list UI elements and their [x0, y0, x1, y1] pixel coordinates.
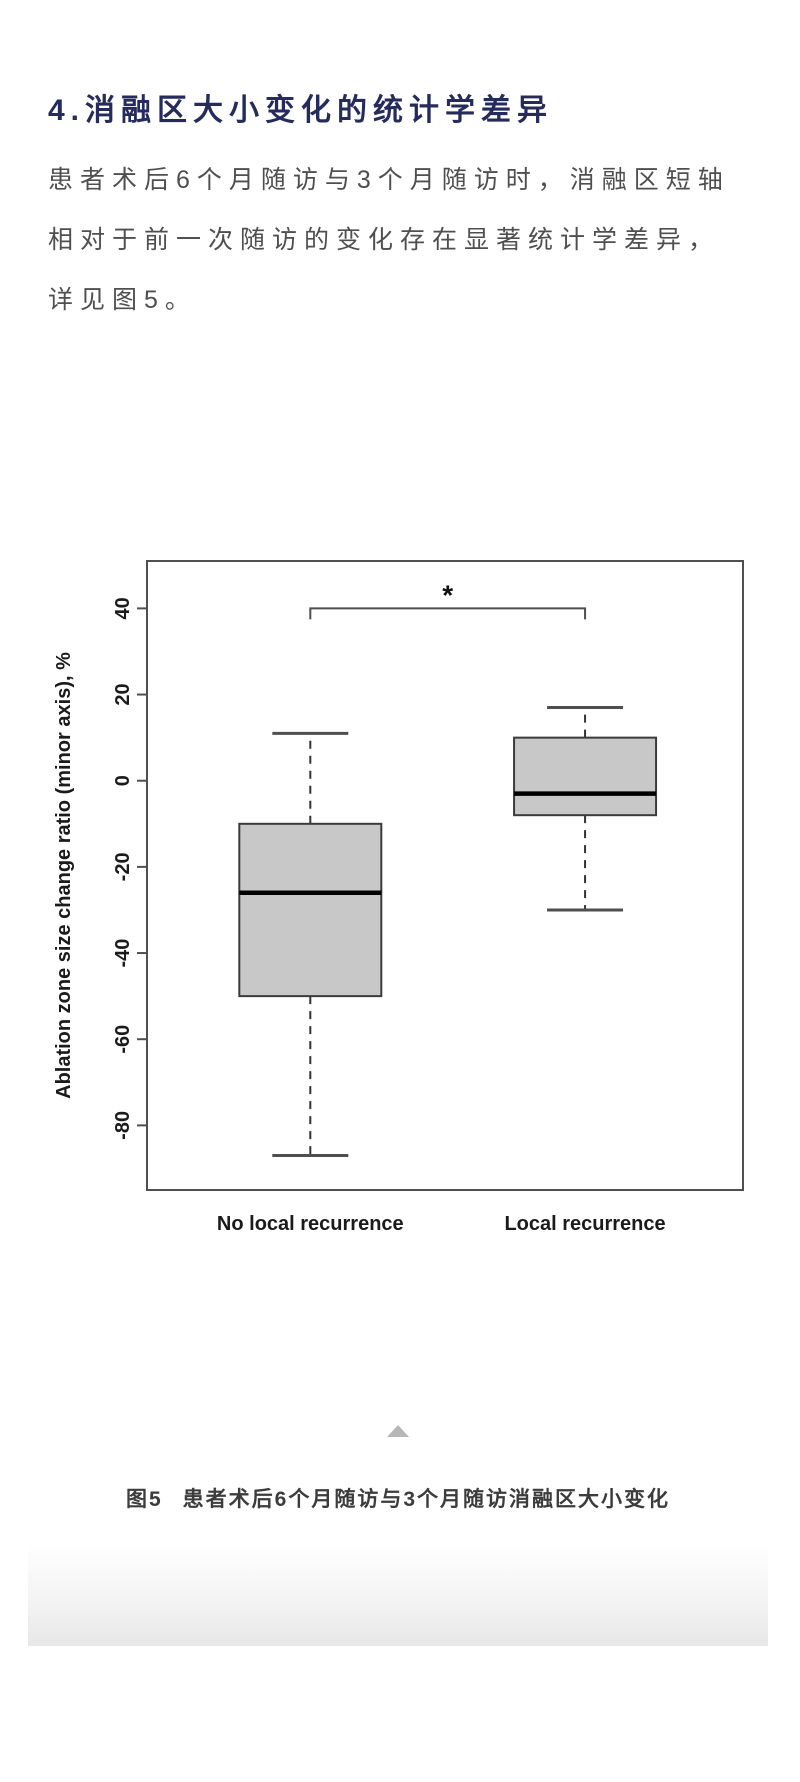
x-category-label: No local recurrence	[217, 1213, 404, 1235]
figure-caption-text: 患者术后6个月随访与3个月随访消融区大小变化	[182, 1488, 671, 1511]
y-tick-label: -60	[112, 1025, 134, 1054]
y-tick-label: 40	[112, 597, 134, 619]
y-tick-label: -80	[112, 1111, 134, 1140]
paragraph-line: 详见图5。	[48, 286, 197, 314]
paragraph-line: 患者术后6个月随访与3个月随访时，消融区短轴	[48, 166, 730, 194]
article-card: 4.消融区大小变化的统计学差异 患者术后6个月随访与3个月随访时，消融区短轴 相…	[28, 0, 768, 1646]
y-tick-label: -40	[112, 939, 134, 968]
y-tick-label: 20	[112, 683, 134, 705]
figure-caption-prefix: 图5	[125, 1488, 163, 1511]
collapse-triangle-up-icon[interactable]	[387, 1425, 409, 1437]
y-tick-label: 0	[112, 775, 134, 786]
iqr-box	[238, 822, 383, 998]
iqr-box	[513, 736, 658, 817]
card-bottom-gradient	[28, 1544, 768, 1646]
boxplot-figure: 40 20 0 -20 -40 -60 -80 Ablation zone size chan…	[40, 480, 760, 1270]
significance-bracket	[309, 607, 587, 620]
figure-caption: 图5 患者术后6个月随访与3个月随访消融区大小变化	[28, 1483, 768, 1513]
paragraph-line: 相对于前一次随访的变化存在显著统计学差异，	[48, 226, 721, 254]
boxplot-svg: 40 20 0 -20 -40 -60 -80 Ablation zone size chan…	[53, 560, 744, 1235]
section-heading: 4.消融区大小变化的统计学差异	[48, 94, 554, 127]
x-category-label: Local recurrence	[504, 1213, 665, 1235]
significance-asterisk: *	[442, 579, 453, 610]
y-axis-title: Ablation zone size change ratio (minor a…	[53, 652, 75, 1099]
y-tick-label: -20	[112, 852, 134, 881]
body-paragraph: 患者术后6个月随访与3个月随访时，消融区短轴 相对于前一次随访的变化存在显著统计…	[48, 150, 730, 330]
plot-frame	[146, 560, 744, 1191]
